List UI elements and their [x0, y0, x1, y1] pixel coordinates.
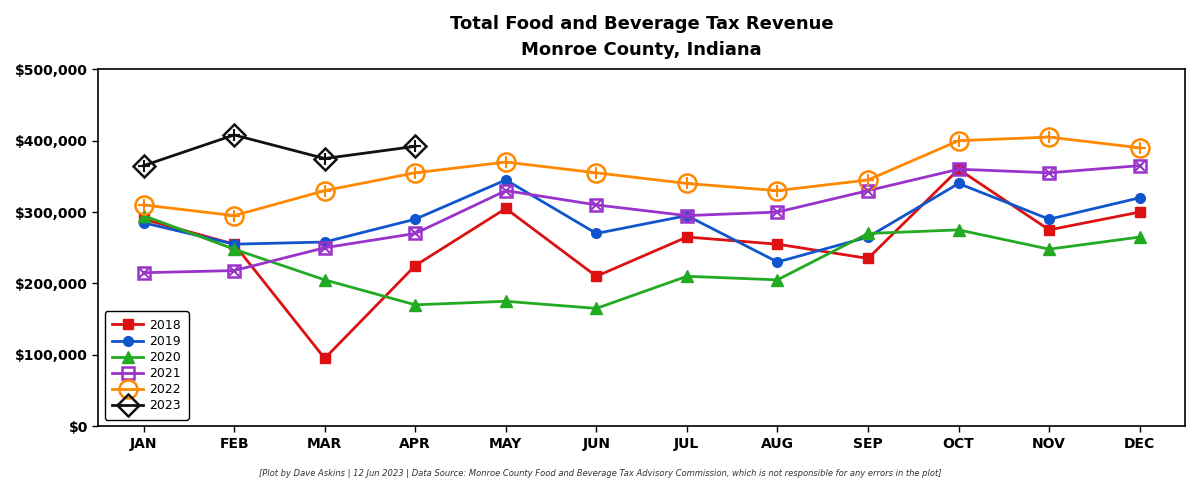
Legend: 2018, 2019, 2020, 2021, 2022, 2023: 2018, 2019, 2020, 2021, 2022, 2023: [104, 312, 188, 420]
Text: [Plot by Dave Askins | 12 Jun 2023 | Data Source: Monroe County Food and Beverag: [Plot by Dave Askins | 12 Jun 2023 | Dat…: [259, 468, 941, 478]
Title: Total Food and Beverage Tax Revenue
Monroe County, Indiana: Total Food and Beverage Tax Revenue Monr…: [450, 15, 834, 60]
